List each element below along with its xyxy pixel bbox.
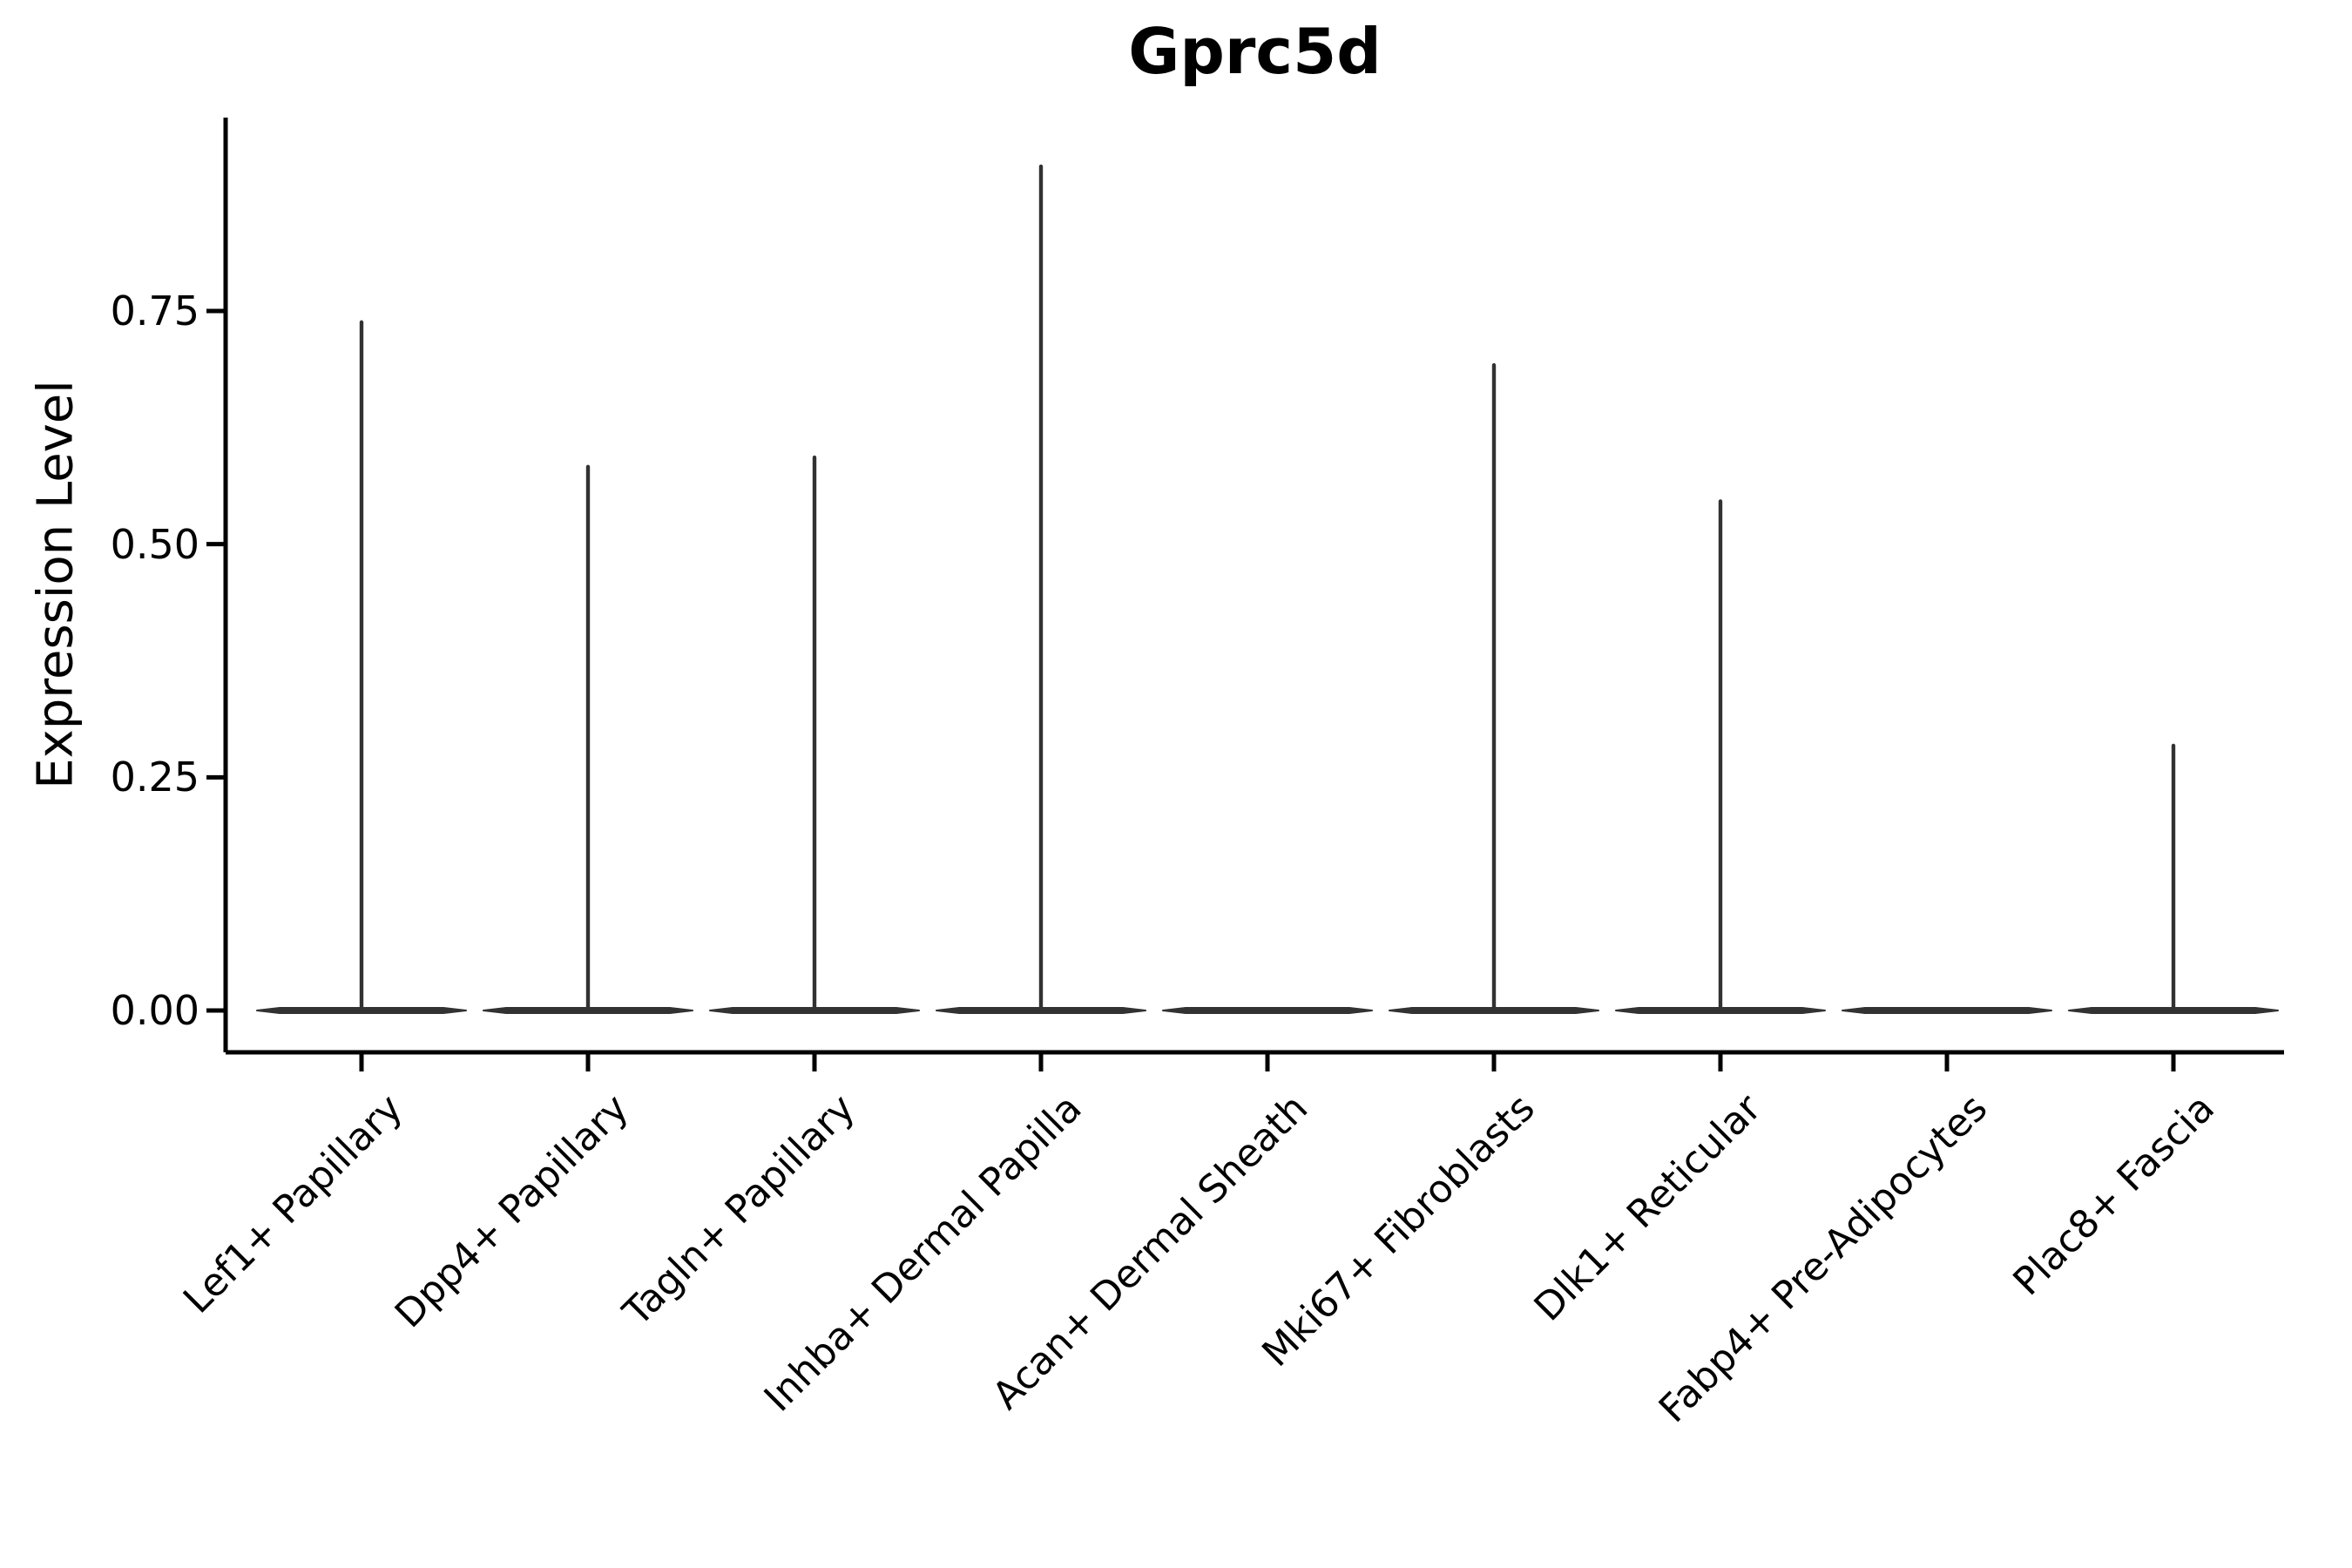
y-tick-label: 0.50: [110, 520, 199, 568]
violin-spike: [1038, 164, 1044, 1012]
violin-spike: [812, 455, 817, 1012]
violin-spike: [2171, 743, 2176, 1012]
violin-spike: [1491, 362, 1497, 1012]
chart-title: Gprc5d: [1128, 15, 1382, 88]
y-tick-label: 0.25: [110, 754, 199, 801]
y-axis-label: Expression Level: [27, 380, 84, 789]
violin-spike: [1718, 499, 1723, 1012]
violin-spike: [585, 464, 591, 1012]
y-tick-label: 0.00: [110, 987, 199, 1034]
violin-body: [1842, 1007, 2052, 1014]
violin-spike: [359, 320, 364, 1012]
y-tick-label: 0.75: [110, 287, 199, 335]
violin-body: [1162, 1007, 1373, 1014]
